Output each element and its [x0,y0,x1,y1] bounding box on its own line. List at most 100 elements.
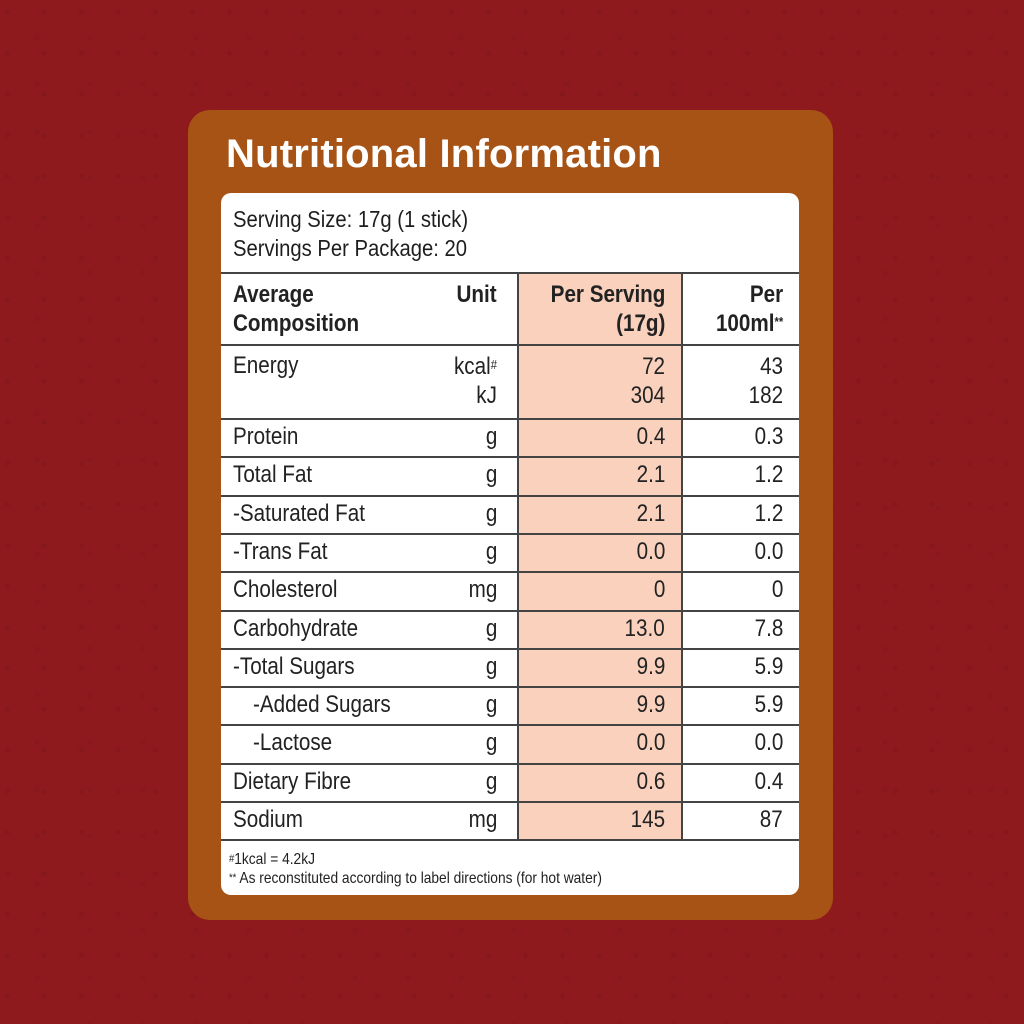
header-per100-line2: 100ml** [716,309,783,338]
energy-p100-kcal: 43 [760,353,783,380]
table-header-row: Average Composition Unit Per Serving (17… [221,280,799,340]
table-row: Dietary Fibre g 0.6 0.4 [221,768,799,802]
nutrient-unit: g [485,537,497,565]
nutrient-per-serving: 2.1 [636,499,665,527]
nutrient-name: -Lactose [253,729,333,757]
nutrient-unit: g [485,461,497,489]
nutrient-name: -Trans Fat [233,537,328,565]
nutrient-name: Dietary Fibre [233,767,352,795]
row-divider [221,456,799,459]
footnote-2-mark: ** [229,872,237,884]
nutrient-per-100ml: 0.3 [754,423,783,450]
table-top-border [221,272,799,274]
table-row: Cholesterol mg 0 0 [221,576,799,610]
nutrient-unit: g [485,614,497,642]
header-composition: Average Composition [233,280,359,338]
footnotes: #1kcal = 4.2kJ ** As reconstituted accor… [229,850,602,888]
nutrient-per-serving: 145 [630,806,665,833]
row-divider [221,609,799,612]
nutrition-card: Nutritional Information Serving Size: 17… [188,110,833,920]
nutrient-per-100ml: 5.9 [754,652,783,680]
header-per-serving-line1: Per Serving [550,281,665,308]
energy-ps-kcal: 72 [642,353,665,380]
nutrient-unit: g [485,729,497,757]
table-row: Sodium mg 145 87 [221,806,799,840]
row-divider [221,571,799,574]
energy-per-serving: 72 304 [631,352,665,410]
nutrient-unit: g [485,652,497,680]
table-row: -Lactose g 0.0 0.0 [221,729,799,763]
servings-per-package: Servings Per Package: 20 [233,235,468,261]
header-per-serving-line2: (17g) [615,310,665,337]
footnote-1-mark: # [229,853,235,865]
footnote-2: ** As reconstituted according to label d… [229,869,602,888]
row-divider [221,686,799,689]
nutrient-per-serving: 0.0 [636,537,665,565]
table-row: Total Fat g 2.1 1.2 [221,461,799,495]
row-divider [221,647,799,650]
row-divider [221,801,799,803]
nutrient-unit: g [485,423,497,450]
nutrient-per-serving: 9.9 [636,652,665,680]
header-unit: Unit [456,281,497,308]
footnote-2-text: As reconstituted according to label dire… [239,870,602,887]
header-per-serving: Per Serving (17g) [550,280,665,338]
energy-name: Energy [233,352,299,379]
nutrient-name: Cholesterol [233,576,338,604]
nutrient-per-100ml: 87 [760,806,783,833]
nutrient-name: Protein [233,423,299,450]
header-composition-line1: Average [233,281,314,308]
nutrient-per-serving: 9.9 [636,691,665,719]
header-composition-line2: Composition [233,310,360,337]
nutrient-per-100ml: 1.2 [754,499,783,527]
nutrient-name: Sodium [233,806,303,833]
header-per100-line1: Per [749,281,783,308]
card-title: Nutritional Information [226,132,662,176]
energy-unit-kcal: kcal# [454,352,497,381]
table-row: -Saturated Fat g 2.1 1.2 [221,500,799,534]
nutrient-unit: mg [468,576,497,604]
table-row: -Trans Fat g 0.0 0.0 [221,538,799,572]
nutrient-unit: g [485,691,497,719]
energy-unit-kj: kJ [476,382,497,409]
energy-units: kcal# kJ [454,352,497,410]
nutrient-name: -Added Sugars [253,691,391,719]
footnote-1-text: 1kcal = 4.2kJ [234,851,315,868]
table-bottom-border [221,839,799,842]
footnote-1: #1kcal = 4.2kJ [229,850,602,869]
nutrient-name: -Saturated Fat [233,499,365,527]
nutrient-name: -Total Sugars [233,652,355,680]
nutrient-per-serving: 0 [653,576,665,604]
row-divider [221,494,799,497]
nutrient-per-serving: 2.1 [636,461,665,489]
header-per100-mark: ** [774,314,783,329]
nutrient-per-100ml: 1.2 [754,461,783,489]
nutrient-unit: mg [468,806,497,833]
table-row: -Added Sugars g 9.9 5.9 [221,691,799,725]
table-row-energy: Energy kcal# kJ 72 304 43 182 [221,352,799,416]
nutrient-name: Carbohydrate [233,614,359,642]
row-divider [221,532,799,535]
table-row: Carbohydrate g 13.0 7.8 [221,615,799,649]
row-divider [221,724,799,727]
nutrient-per-serving: 0.4 [636,423,665,450]
energy-p100-kj: 182 [748,382,783,409]
nutrient-per-serving: 0.6 [636,767,665,795]
row-divider [221,762,799,765]
header-per-100ml: Per 100ml** [716,280,783,338]
nutrition-table: Average Composition Unit Per Serving (17… [221,272,799,842]
nutrient-name: Total Fat [233,461,313,489]
energy-unit-kcal-text: kcal [454,353,491,380]
header-per100-value: 100ml [715,310,775,337]
nutrient-per-100ml: 0 [771,576,783,604]
header-divider [221,344,799,346]
nutrient-unit: g [485,499,497,527]
nutrient-per-100ml: 7.8 [754,614,783,642]
row-divider [221,418,799,420]
nutrient-per-serving: 13.0 [624,614,665,642]
table-row: Protein g 0.4 0.3 [221,423,799,457]
nutrient-per-100ml: 5.9 [754,691,783,719]
energy-ps-kj: 304 [630,382,665,409]
serving-info: Serving Size: 17g (1 stick) Servings Per… [233,205,468,263]
nutrient-per-serving: 0.0 [636,729,665,757]
